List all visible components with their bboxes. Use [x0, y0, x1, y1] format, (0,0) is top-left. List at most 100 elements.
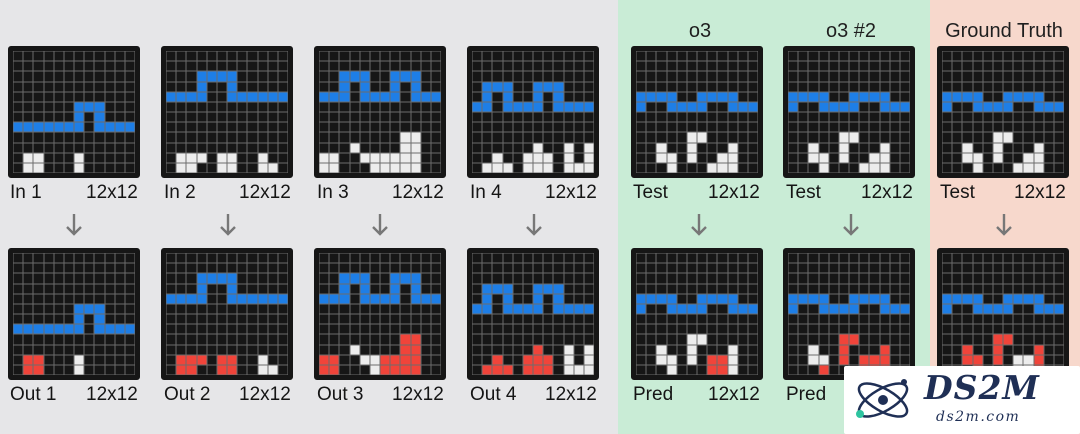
grid-cell — [196, 354, 207, 365]
grid-cell — [216, 354, 227, 365]
grid-cell — [503, 273, 513, 283]
grid-cell — [686, 152, 697, 163]
grid-cell — [431, 163, 441, 173]
grid-cell — [900, 132, 910, 142]
grid-cell — [13, 153, 23, 163]
grid-cell — [1013, 304, 1023, 314]
grid-cell — [278, 153, 288, 163]
grid-cell — [727, 344, 738, 355]
grid-cell — [339, 293, 350, 304]
grid-cell — [543, 51, 553, 61]
grid-cell — [472, 92, 482, 102]
grid-cell — [869, 102, 879, 112]
grid-cell — [319, 273, 329, 283]
grid-cell — [583, 364, 594, 375]
grid-cell — [879, 101, 890, 112]
grid-cell — [247, 82, 257, 92]
grid-cell — [859, 91, 870, 102]
grid-cell — [380, 112, 390, 122]
grid-cell — [717, 122, 727, 132]
grid-cell — [410, 152, 421, 163]
grid-cell — [472, 253, 482, 263]
grid-cell — [992, 344, 1003, 355]
grid-cell — [686, 303, 697, 314]
grid-cell — [23, 324, 34, 335]
grid-cell — [176, 253, 186, 263]
grid-cell — [339, 324, 349, 334]
grid-cell — [380, 143, 390, 153]
grid-cell — [564, 314, 574, 324]
grid-cell — [646, 71, 656, 81]
input-size-4: 12x12 — [545, 182, 597, 203]
grid-cell — [656, 293, 667, 304]
grid-cell — [237, 163, 247, 173]
grid-cell — [411, 263, 421, 273]
grid-cell — [952, 91, 963, 102]
grid-cell — [472, 122, 482, 132]
grid-cell — [54, 314, 64, 324]
grid-cell — [636, 143, 646, 153]
grid-cell — [13, 92, 23, 102]
grid-cell — [973, 324, 983, 334]
grid-cell — [1034, 284, 1044, 294]
grid-cell — [197, 263, 207, 273]
grid-cell — [900, 334, 910, 344]
grid-cell — [788, 253, 798, 263]
grid-cell — [697, 132, 708, 143]
grid-cell — [64, 355, 74, 365]
grid-cell — [74, 314, 85, 325]
grid-cell — [166, 153, 176, 163]
grid-cell — [74, 324, 85, 335]
grid-cell — [197, 102, 207, 112]
grid-cell — [319, 253, 329, 263]
grid-cell — [278, 304, 288, 314]
grid-cell — [390, 253, 400, 263]
grid-cell — [176, 152, 187, 163]
grid-cell — [329, 132, 339, 142]
grid-cell — [1034, 273, 1044, 283]
grid-cell — [677, 143, 687, 153]
grid-cell — [748, 324, 758, 334]
grid-cell — [186, 273, 196, 283]
grid-cell — [646, 112, 656, 122]
grid-cell — [636, 132, 646, 142]
grid-cell — [717, 284, 727, 294]
grid-cell — [247, 304, 257, 314]
grid-cell — [64, 345, 74, 355]
grid-cell — [1003, 163, 1013, 173]
grid-cell — [900, 51, 910, 61]
grid-cell — [584, 314, 594, 324]
grid-cell — [482, 303, 493, 314]
grid-cell — [268, 324, 278, 334]
grid-cell — [717, 102, 727, 112]
grid-cell — [482, 112, 492, 122]
grid-cell — [339, 304, 349, 314]
grid-cell — [267, 91, 278, 102]
grid-cell — [839, 314, 849, 324]
grid-cell — [513, 163, 523, 173]
grid-cell — [33, 51, 43, 61]
grid-cell — [737, 303, 748, 314]
grid-cell — [247, 253, 257, 263]
grid-cell — [64, 71, 74, 81]
grid-cell — [646, 273, 656, 283]
grid-cell — [1023, 61, 1033, 71]
grid-cell — [54, 334, 64, 344]
grid-cell — [1013, 91, 1024, 102]
grid-cell — [636, 273, 646, 283]
grid-cell — [553, 153, 563, 163]
grid-cell — [329, 71, 339, 81]
grid-cell — [667, 334, 677, 344]
grid-cell — [431, 132, 441, 142]
grid-cell — [1044, 334, 1054, 344]
grid-cell — [277, 91, 288, 102]
grid-cell — [370, 273, 380, 283]
grid-cell — [798, 51, 808, 61]
grid-cell — [869, 112, 879, 122]
grid-cell — [1023, 71, 1033, 81]
grid-cell — [33, 132, 43, 142]
grid-cell — [1013, 102, 1023, 112]
grid-cell — [656, 344, 667, 355]
grid-cell — [667, 273, 677, 283]
grid-cell — [339, 61, 349, 71]
